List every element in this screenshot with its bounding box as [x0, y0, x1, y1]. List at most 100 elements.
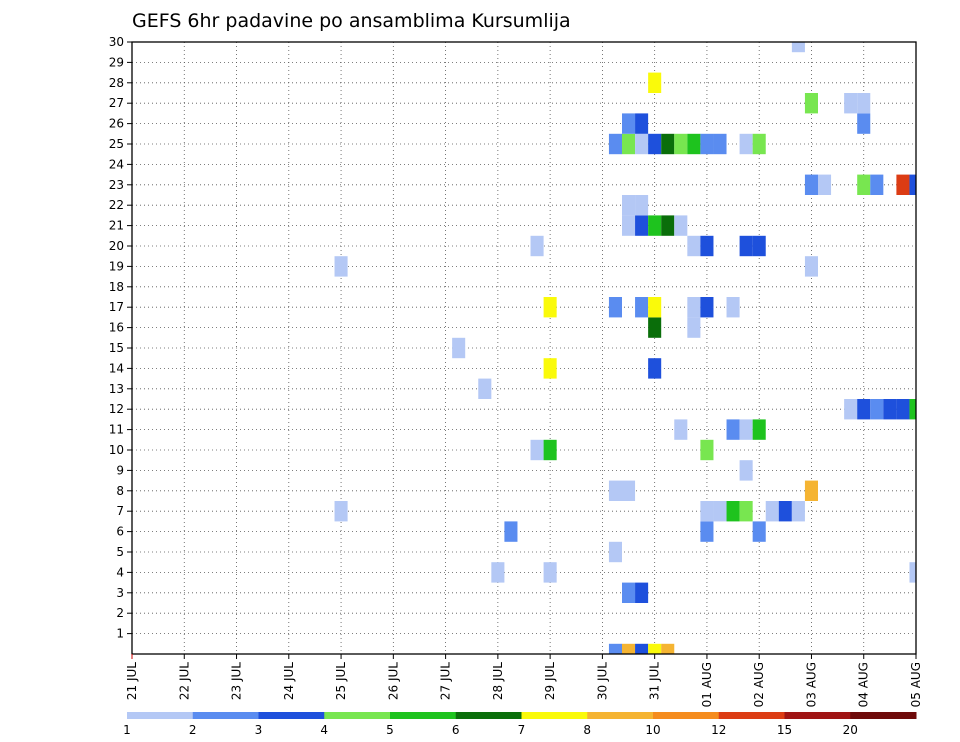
heatmap-cell: [648, 317, 662, 338]
colorbar-label: 7: [518, 723, 526, 737]
heatmap-cell: [530, 439, 544, 461]
heatmap-cell: [870, 174, 884, 195]
colorbar-label: 5: [386, 723, 394, 737]
heatmap-cell: [648, 358, 662, 379]
colorbar-label: 15: [777, 723, 792, 737]
y-tick-label: 8: [116, 484, 124, 498]
colorbar-swatch: [258, 712, 325, 719]
x-tick-label: 05 AUG: [909, 662, 923, 707]
colorbar-label: 12: [711, 723, 726, 737]
heatmap-cell: [752, 235, 766, 257]
heatmap-cell: [674, 215, 688, 236]
heatmap-cell: [804, 93, 818, 114]
colorbar-swatch: [521, 712, 588, 719]
heatmap-cell: [635, 297, 649, 318]
heatmap-cell: [739, 460, 753, 481]
y-tick-label: 15: [109, 341, 124, 355]
x-tick-label: 01 AUG: [700, 662, 714, 707]
x-tick-label: 04 AUG: [857, 662, 871, 707]
heatmap-cell: [739, 501, 753, 522]
heatmap-cell: [739, 235, 753, 257]
heatmap-cell: [648, 72, 662, 93]
heatmap-cell: [334, 256, 348, 277]
heatmap-cell: [334, 501, 348, 522]
colorbar-swatch: [850, 712, 917, 719]
heatmap-cell: [687, 317, 701, 338]
heatmap-cell: [635, 643, 649, 654]
y-tick-label: 17: [109, 300, 124, 314]
heatmap-cell: [791, 42, 805, 53]
heatmap-cell: [739, 133, 753, 155]
heatmap-cell: [818, 174, 832, 195]
heatmap-cell: [478, 378, 492, 399]
heatmap-cell: [687, 133, 701, 155]
heatmap-cell: [791, 501, 805, 522]
x-tick-label: 26 JUL: [386, 662, 400, 700]
heatmap-cell: [883, 399, 897, 420]
heatmap-cell: [608, 133, 622, 155]
heatmap-cell: [752, 521, 766, 542]
heatmap-cell: [674, 419, 688, 440]
heatmap-cell: [844, 93, 858, 114]
heatmap-cell: [804, 256, 818, 277]
heatmap-cell: [648, 297, 662, 318]
x-tick-label: 03 AUG: [804, 662, 818, 707]
colorbar-label: 2: [189, 723, 197, 737]
colorbar-swatch: [127, 712, 194, 719]
x-tick-label: 31 JUL: [648, 662, 662, 700]
colorbar-label: 3: [255, 723, 263, 737]
heatmap-cell: [909, 399, 916, 420]
y-tick-label: 6: [116, 525, 124, 539]
y-tick-label: 21: [109, 219, 124, 233]
heatmap-cell: [778, 501, 792, 522]
y-tick-label: 1: [116, 627, 124, 641]
heatmap-cell: [635, 195, 649, 216]
heatmap-cell: [896, 174, 910, 195]
colorbar-swatch: [718, 712, 785, 719]
heatmap-cell: [700, 297, 714, 318]
y-tick-label: 19: [109, 259, 124, 273]
heatmap-cell: [622, 133, 636, 155]
heatmap-cell: [661, 215, 675, 236]
chart-title: GEFS 6hr padavine po ansamblima Kursumli…: [132, 10, 571, 32]
heatmap-cell: [622, 113, 636, 134]
heatmap-cell: [909, 174, 916, 195]
heatmap-cell: [700, 235, 714, 257]
heatmap-cell: [661, 643, 675, 654]
heatmap-cell: [687, 235, 701, 257]
y-tick-label: 25: [109, 137, 124, 151]
heatmap-cell: [700, 439, 714, 461]
y-tick-label: 2: [116, 606, 124, 620]
colorbar-label: 1: [123, 723, 131, 737]
heatmap-cell: [726, 501, 740, 522]
heatmap-cell: [700, 133, 714, 155]
colorbar-swatch: [455, 712, 522, 719]
heatmap-cell: [857, 174, 871, 195]
x-tick-label: 23 JUL: [230, 662, 244, 700]
heatmap-cell: [543, 439, 557, 461]
heatmap-cell: [804, 480, 818, 501]
colorbar-swatch: [784, 712, 851, 719]
heatmap-cell: [765, 501, 779, 522]
x-tick-label: 30 JUL: [595, 662, 609, 700]
y-tick-label: 12: [109, 402, 124, 416]
heatmap-cell: [661, 133, 675, 155]
y-tick-label: 20: [109, 239, 124, 253]
y-tick-label: 3: [116, 586, 124, 600]
y-tick-label: 30: [109, 35, 124, 49]
heatmap-cell: [687, 297, 701, 318]
colorbar-swatch: [324, 712, 391, 719]
y-tick-label: 4: [116, 565, 124, 579]
heatmap-cell: [608, 643, 622, 654]
y-tick-label: 18: [109, 280, 124, 294]
heatmap-cell: [857, 93, 871, 114]
heatmap-cell: [648, 133, 662, 155]
colorbar: 1 2 3 4 5 6 7 8 10 12 15 20: [123, 712, 917, 737]
y-tick-label: 14: [109, 361, 124, 375]
x-tick-label: 28 JUL: [491, 662, 505, 700]
heatmap-cell: [700, 521, 714, 542]
heatmap-cell: [543, 358, 557, 379]
heatmap-cell: [543, 562, 557, 583]
heatmap-cell: [648, 643, 662, 654]
